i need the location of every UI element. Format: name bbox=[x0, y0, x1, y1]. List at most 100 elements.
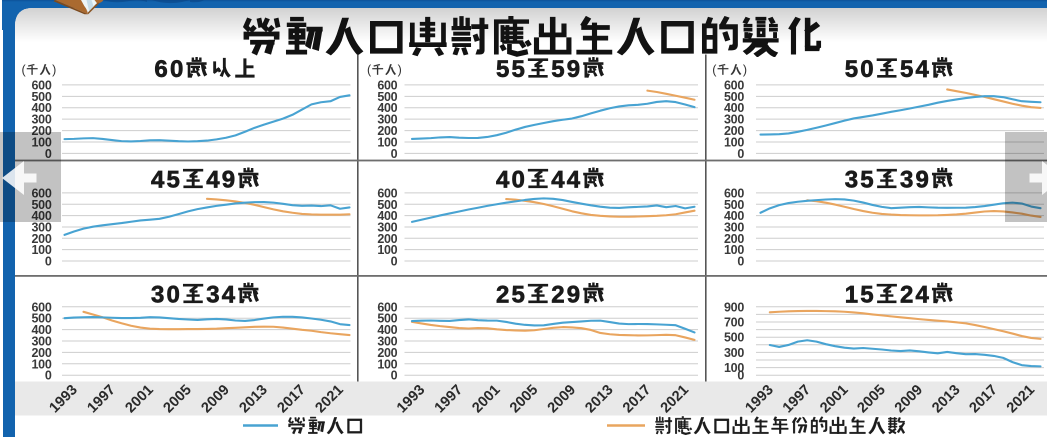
svg-text:4: 4 bbox=[567, 167, 581, 194]
svg-text:600: 600 bbox=[377, 300, 397, 314]
svg-text:4: 4 bbox=[916, 56, 930, 83]
svg-text:5: 5 bbox=[551, 56, 564, 83]
svg-text:(: ( bbox=[712, 63, 717, 77]
svg-text:0: 0 bbox=[167, 282, 180, 309]
svg-text:600: 600 bbox=[724, 186, 744, 200]
svg-text:300: 300 bbox=[724, 346, 744, 360]
svg-text:600: 600 bbox=[724, 78, 744, 92]
svg-text:100: 100 bbox=[724, 243, 744, 257]
svg-text:300: 300 bbox=[377, 220, 397, 234]
svg-text:100: 100 bbox=[377, 357, 397, 371]
svg-text:400: 400 bbox=[377, 101, 397, 115]
svg-text:2: 2 bbox=[900, 282, 913, 309]
svg-text:200: 200 bbox=[32, 346, 52, 360]
svg-text:1: 1 bbox=[845, 282, 858, 309]
svg-text:(: ( bbox=[22, 63, 27, 77]
svg-text:400: 400 bbox=[377, 323, 397, 337]
svg-text:300: 300 bbox=[724, 220, 744, 234]
svg-text:9: 9 bbox=[567, 282, 580, 309]
svg-text:5: 5 bbox=[496, 56, 509, 83]
svg-text:(: ( bbox=[367, 63, 372, 77]
svg-text:200: 200 bbox=[377, 346, 397, 360]
svg-text:200: 200 bbox=[724, 232, 744, 246]
svg-text:0: 0 bbox=[45, 255, 52, 269]
svg-text:300: 300 bbox=[32, 220, 52, 234]
svg-text:400: 400 bbox=[32, 323, 52, 337]
svg-text:500: 500 bbox=[724, 198, 744, 212]
svg-text:300: 300 bbox=[377, 335, 397, 349]
svg-text:3: 3 bbox=[206, 282, 219, 309]
svg-text:5: 5 bbox=[900, 56, 913, 83]
svg-text:600: 600 bbox=[32, 300, 52, 314]
svg-text:0: 0 bbox=[737, 369, 744, 383]
svg-text:500: 500 bbox=[377, 198, 397, 212]
svg-text:500: 500 bbox=[377, 312, 397, 326]
svg-text:0: 0 bbox=[45, 147, 52, 161]
svg-text:5: 5 bbox=[512, 282, 525, 309]
svg-text:300: 300 bbox=[32, 113, 52, 127]
svg-text:500: 500 bbox=[32, 312, 52, 326]
svg-text:100: 100 bbox=[32, 357, 52, 371]
svg-text:): ) bbox=[52, 63, 56, 77]
svg-text:3: 3 bbox=[845, 167, 858, 194]
svg-text:4: 4 bbox=[916, 282, 930, 309]
svg-text:200: 200 bbox=[724, 124, 744, 138]
svg-text:4: 4 bbox=[222, 282, 236, 309]
svg-text:300: 300 bbox=[32, 335, 52, 349]
svg-text:4: 4 bbox=[496, 167, 510, 194]
svg-text:0: 0 bbox=[170, 56, 183, 83]
svg-text:400: 400 bbox=[724, 209, 744, 223]
svg-text:9: 9 bbox=[222, 167, 235, 194]
svg-text:0: 0 bbox=[45, 369, 52, 383]
svg-text:): ) bbox=[398, 63, 402, 77]
svg-text:400: 400 bbox=[32, 101, 52, 115]
svg-text:0: 0 bbox=[391, 255, 398, 269]
svg-text:100: 100 bbox=[32, 135, 52, 149]
svg-text:9: 9 bbox=[916, 167, 929, 194]
svg-text:500: 500 bbox=[377, 90, 397, 104]
svg-text:600: 600 bbox=[32, 186, 52, 200]
svg-text:0: 0 bbox=[391, 369, 398, 383]
svg-text:0: 0 bbox=[737, 147, 744, 161]
svg-text:300: 300 bbox=[377, 113, 397, 127]
svg-text:5: 5 bbox=[167, 167, 180, 194]
svg-text:0: 0 bbox=[512, 167, 525, 194]
svg-text:400: 400 bbox=[724, 101, 744, 115]
svg-text:400: 400 bbox=[32, 209, 52, 223]
svg-text:500: 500 bbox=[724, 331, 744, 345]
svg-text:500: 500 bbox=[724, 90, 744, 104]
svg-text:5: 5 bbox=[860, 167, 873, 194]
svg-text:0: 0 bbox=[391, 147, 398, 161]
svg-text:500: 500 bbox=[32, 198, 52, 212]
svg-text:100: 100 bbox=[32, 243, 52, 257]
svg-text:100: 100 bbox=[724, 361, 744, 375]
svg-text:900: 900 bbox=[724, 300, 744, 314]
svg-text:100: 100 bbox=[377, 135, 397, 149]
svg-text:3: 3 bbox=[151, 282, 164, 309]
svg-text:200: 200 bbox=[32, 124, 52, 138]
svg-text:200: 200 bbox=[377, 124, 397, 138]
svg-text:500: 500 bbox=[32, 90, 52, 104]
svg-text:400: 400 bbox=[377, 209, 397, 223]
svg-text:2: 2 bbox=[551, 282, 564, 309]
svg-text:4: 4 bbox=[206, 167, 220, 194]
svg-text:5: 5 bbox=[845, 56, 858, 83]
svg-text:100: 100 bbox=[724, 135, 744, 149]
svg-text:600: 600 bbox=[377, 186, 397, 200]
svg-text:200: 200 bbox=[32, 232, 52, 246]
svg-text:0: 0 bbox=[737, 255, 744, 269]
svg-text:5: 5 bbox=[512, 56, 525, 83]
svg-text:300: 300 bbox=[724, 113, 744, 127]
svg-text:200: 200 bbox=[377, 232, 397, 246]
svg-text:700: 700 bbox=[724, 316, 744, 330]
svg-text:100: 100 bbox=[377, 243, 397, 257]
svg-text:4: 4 bbox=[151, 167, 165, 194]
svg-text:2: 2 bbox=[496, 282, 509, 309]
svg-text:3: 3 bbox=[900, 167, 913, 194]
svg-text:0: 0 bbox=[860, 56, 873, 83]
svg-text:): ) bbox=[743, 63, 747, 77]
svg-text:4: 4 bbox=[551, 167, 565, 194]
svg-text:9: 9 bbox=[567, 56, 580, 83]
svg-text:600: 600 bbox=[32, 78, 52, 92]
svg-text:5: 5 bbox=[860, 282, 873, 309]
